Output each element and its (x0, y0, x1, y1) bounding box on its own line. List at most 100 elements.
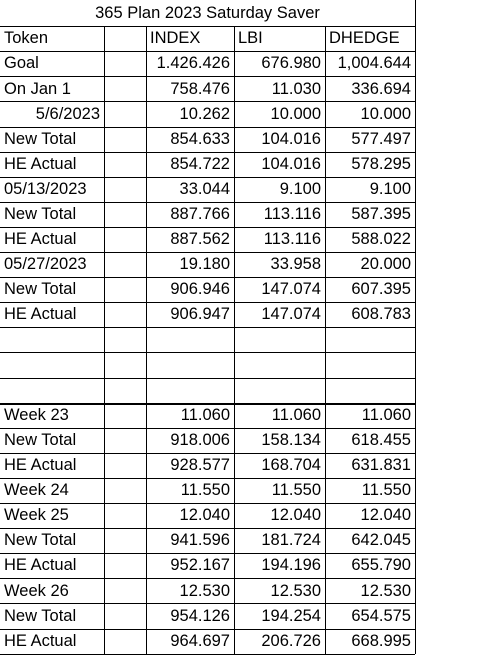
row-label[interactable] (0, 352, 104, 377)
value-cell[interactable]: 887.766 (170, 205, 230, 224)
value-cell[interactable] (234, 378, 325, 403)
value-cell[interactable]: 952.167 (170, 556, 230, 575)
row-label[interactable]: HE Actual (4, 230, 77, 249)
value-cell[interactable]: 33.958 (270, 255, 321, 274)
value-cell[interactable]: 11.060 (180, 405, 230, 424)
value-cell[interactable]: 168.704 (261, 456, 321, 475)
value-cell[interactable]: 12.040 (179, 506, 230, 525)
value-cell[interactable]: 854.633 (170, 129, 230, 148)
value-cell[interactable]: 618.455 (351, 430, 411, 449)
row-label[interactable] (0, 378, 104, 403)
row-label[interactable]: HE Actual (4, 631, 77, 650)
value-cell[interactable]: 758.476 (170, 79, 230, 98)
value-cell[interactable]: 147.074 (261, 305, 321, 324)
value-cell[interactable]: 631.831 (351, 456, 411, 475)
value-cell[interactable]: 607.395 (351, 280, 411, 299)
row-label[interactable]: HE Actual (4, 154, 77, 173)
value-cell[interactable]: 11.550 (271, 481, 321, 500)
value-cell[interactable] (234, 352, 325, 377)
value-cell[interactable]: 33.044 (179, 179, 230, 198)
value-cell[interactable]: 12.040 (270, 506, 321, 525)
value-cell[interactable]: 654.575 (351, 606, 411, 625)
value-cell[interactable]: 1,004.644 (337, 54, 411, 73)
value-cell[interactable]: 676.980 (261, 54, 321, 73)
value-cell[interactable] (104, 378, 234, 403)
value-cell[interactable]: 11.550 (361, 481, 411, 500)
row-label[interactable]: New Total (4, 205, 77, 224)
value-cell[interactable]: 12.530 (179, 581, 230, 600)
column-header-token[interactable]: Token (4, 29, 49, 48)
value-cell[interactable]: 587.395 (351, 205, 411, 224)
column-header-index[interactable]: INDEX (150, 29, 201, 48)
row-label[interactable]: New Total (4, 606, 77, 625)
value-cell[interactable]: 588.022 (351, 230, 411, 249)
value-cell[interactable]: 941.596 (170, 531, 230, 550)
value-cell[interactable]: 12.040 (360, 506, 411, 525)
row-label[interactable]: New Total (4, 280, 77, 299)
value-cell[interactable]: 158.134 (261, 430, 321, 449)
value-cell[interactable]: 147.074 (261, 280, 321, 299)
value-cell[interactable] (104, 327, 234, 352)
value-cell[interactable]: 668.995 (351, 631, 411, 650)
value-cell[interactable]: 642.045 (351, 531, 411, 550)
value-cell[interactable]: 1.426.426 (156, 54, 230, 73)
value-cell[interactable] (325, 378, 415, 403)
sheet-title[interactable]: 365 Plan 2023 Saturday Saver (95, 4, 320, 23)
row-label[interactable] (0, 327, 104, 352)
row-label[interactable]: Week 23 (4, 405, 69, 424)
value-cell[interactable] (325, 352, 415, 377)
value-cell[interactable]: 954.126 (170, 606, 230, 625)
value-cell[interactable]: 906.946 (170, 280, 230, 299)
row-label[interactable]: On Jan 1 (4, 79, 71, 98)
value-cell[interactable]: 11.030 (271, 79, 321, 98)
value-cell[interactable]: 181.724 (261, 531, 321, 550)
value-cell[interactable]: 104.016 (261, 129, 321, 148)
value-cell[interactable]: 336.694 (351, 79, 411, 98)
row-label[interactable]: Week 25 (4, 506, 69, 525)
row-label[interactable]: Week 26 (4, 581, 69, 600)
value-cell[interactable]: 655.790 (351, 556, 411, 575)
value-cell[interactable]: 608.783 (351, 305, 411, 324)
value-cell[interactable]: 906.947 (170, 305, 230, 324)
value-cell[interactable]: 10.262 (179, 104, 230, 123)
value-cell[interactable]: 11.550 (180, 481, 230, 500)
value-cell[interactable]: 918.006 (170, 430, 230, 449)
value-cell[interactable]: 12.530 (360, 581, 411, 600)
value-cell[interactable]: 194.196 (261, 556, 321, 575)
value-cell[interactable]: 113.116 (263, 230, 321, 249)
value-cell[interactable]: 104.016 (261, 154, 321, 173)
value-cell[interactable]: 20.000 (360, 255, 411, 274)
value-cell[interactable]: 11.060 (271, 405, 321, 424)
row-label[interactable]: Goal (4, 54, 39, 73)
row-label[interactable]: New Total (4, 531, 77, 550)
value-cell[interactable]: 578.295 (351, 154, 411, 173)
value-cell[interactable]: 19.180 (179, 255, 230, 274)
value-cell[interactable]: 9.100 (279, 179, 321, 198)
value-cell[interactable]: 9.100 (369, 179, 411, 198)
value-cell[interactable]: 887.562 (170, 230, 230, 249)
row-label[interactable]: Week 24 (4, 481, 69, 500)
value-cell[interactable]: 964.697 (170, 631, 230, 650)
value-cell[interactable]: 854.722 (170, 154, 230, 173)
row-label[interactable]: 5/6/2023 (35, 104, 100, 123)
row-label[interactable]: New Total (4, 430, 77, 449)
value-cell[interactable]: 11.060 (361, 405, 411, 424)
value-cell[interactable]: 12.530 (270, 581, 321, 600)
value-cell[interactable] (234, 327, 325, 352)
row-label[interactable]: 05/27/2023 (4, 255, 87, 274)
value-cell[interactable] (325, 327, 415, 352)
row-label[interactable]: HE Actual (4, 456, 77, 475)
value-cell[interactable]: 577.497 (351, 129, 411, 148)
value-cell[interactable]: 928.577 (170, 456, 230, 475)
row-label[interactable]: 05/13/2023 (4, 179, 87, 198)
value-cell[interactable]: 206.726 (261, 631, 321, 650)
row-label[interactable]: HE Actual (4, 556, 77, 575)
column-header-dhedge[interactable]: DHEDGE (329, 29, 400, 48)
value-cell[interactable] (104, 352, 234, 377)
value-cell[interactable]: 113.116 (263, 205, 321, 224)
value-cell[interactable]: 10.000 (270, 104, 321, 123)
row-label[interactable]: HE Actual (4, 305, 77, 324)
value-cell[interactable]: 10.000 (360, 104, 411, 123)
column-header-lbi[interactable]: LBI (238, 29, 263, 48)
value-cell[interactable]: 194.254 (261, 606, 321, 625)
